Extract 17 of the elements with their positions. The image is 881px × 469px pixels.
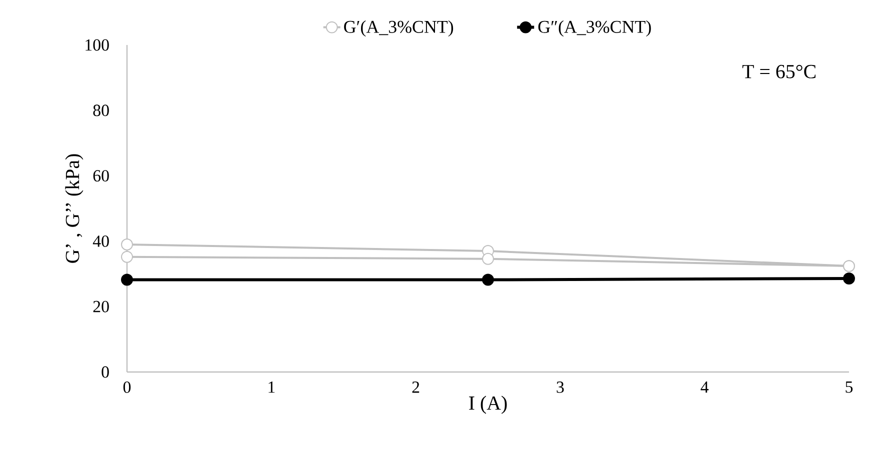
y-tick-label: 60 [93, 170, 109, 182]
y-tick-label: 80 [93, 104, 109, 116]
y-tick-label: 20 [93, 300, 109, 312]
y-tick-label: 40 [92, 235, 109, 247]
y-axis-title: G’ , G’’ (kPa) [65, 154, 84, 263]
y-tick-label: 100 [86, 39, 109, 51]
x-tick-label: 5 [846, 381, 853, 393]
legend-label: G″(A_3%CNT) [538, 20, 651, 37]
annotation: T = 65°C [742, 64, 816, 78]
x-tick-label: 2 [412, 381, 420, 393]
x-tick-label: 3 [556, 381, 564, 393]
y-tick-label: 0 [102, 366, 109, 378]
x-axis-title: I (A) [469, 396, 507, 414]
x-tick-label: 0 [123, 381, 131, 393]
x-tick-label: 1 [268, 381, 275, 393]
legend-label: G′(A_3%CNT) [344, 20, 454, 37]
x-tick-label: 4 [700, 382, 709, 393]
